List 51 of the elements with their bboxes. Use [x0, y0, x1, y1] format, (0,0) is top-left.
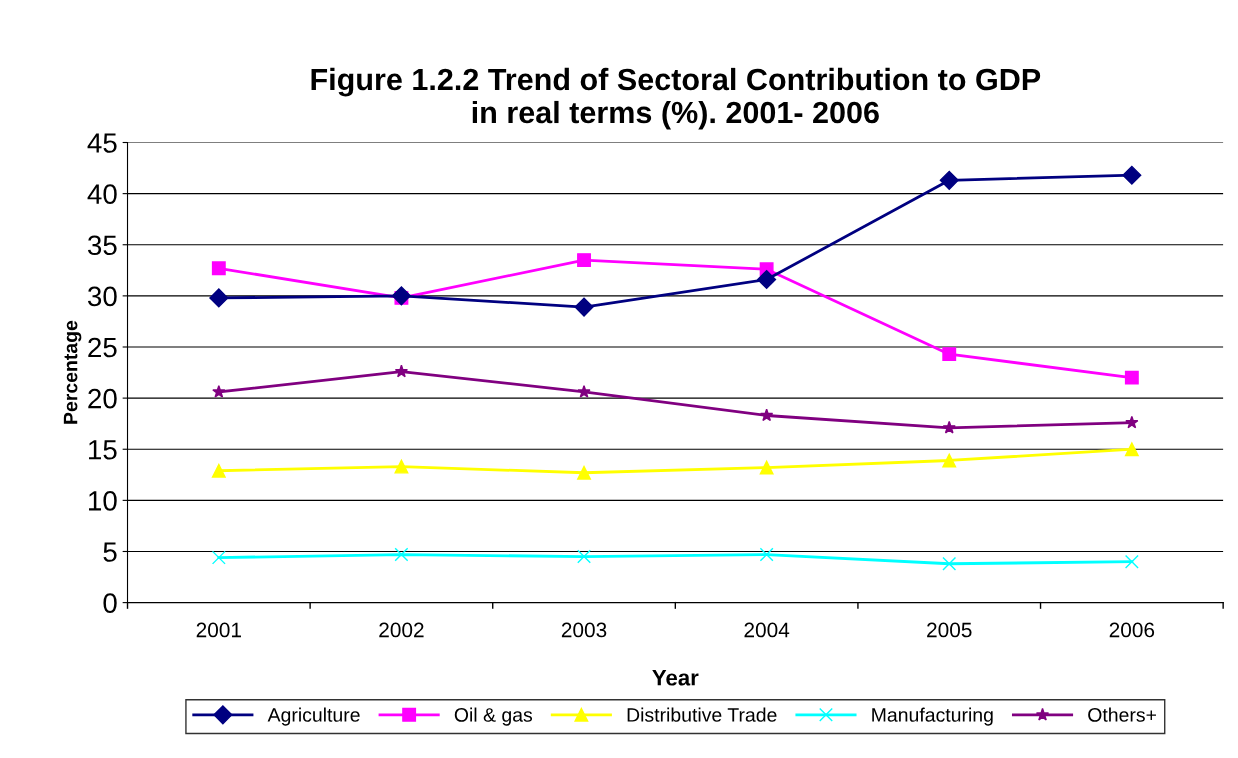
chart-title: Figure 1.2.2 Trend of Sectoral Contribution to GDP in real terms (%). 2001- 2006: [311, 67, 1041, 130]
point: [209, 288, 229, 308]
legend-label: Others+: [1088, 707, 1156, 722]
point: [212, 385, 226, 398]
point: [1122, 165, 1142, 185]
point: [211, 550, 226, 565]
point: [757, 269, 777, 290]
x-tick-label: 2004: [744, 622, 790, 638]
point: [1124, 442, 1139, 457]
legend-label: Oil & gas: [454, 707, 533, 726]
y-tick-label: 40: [87, 184, 117, 204]
point: [939, 170, 959, 190]
y-tick-label: 35: [87, 235, 117, 256]
point: [577, 385, 591, 398]
point: [394, 547, 409, 562]
point: [394, 364, 409, 378]
point: [574, 297, 594, 317]
point: [942, 420, 956, 434]
y-tick-label: 0: [103, 593, 117, 613]
y-tick-label: 45: [87, 133, 117, 153]
y-tick-label: 15: [89, 440, 117, 460]
y-tick-label: 10: [89, 491, 117, 511]
legend-label: Manufacturing: [872, 707, 993, 726]
x-axis-title: Year: [652, 670, 699, 686]
point: [577, 549, 591, 564]
point: [759, 408, 774, 422]
point: [1125, 415, 1139, 429]
x-tick-label: 2001: [196, 622, 241, 638]
x-tick-label: 2006: [1109, 622, 1155, 638]
y-tick-label: 30: [87, 286, 117, 307]
y-tick-label: 5: [103, 542, 117, 562]
point: [942, 347, 957, 362]
point: [577, 253, 591, 268]
y-tick-label: 25: [88, 337, 117, 358]
y-tick-label: 20: [88, 388, 117, 409]
y-axis-title: Percentage: [63, 320, 82, 424]
point: [211, 463, 226, 478]
legend-label: Agriculture: [267, 707, 360, 726]
x-tick-label: 2002: [379, 622, 424, 638]
point: [577, 465, 591, 480]
x-tick-label: 2003: [561, 622, 607, 638]
point: [759, 460, 774, 475]
point: [759, 547, 774, 562]
point: [1124, 370, 1139, 385]
point: [942, 453, 957, 468]
point: [942, 556, 957, 571]
point: [211, 261, 226, 276]
x-tick-label: 2005: [927, 622, 972, 638]
point: [394, 459, 409, 474]
point: [1124, 554, 1139, 569]
legend-label: Distributive Trade: [627, 707, 777, 722]
